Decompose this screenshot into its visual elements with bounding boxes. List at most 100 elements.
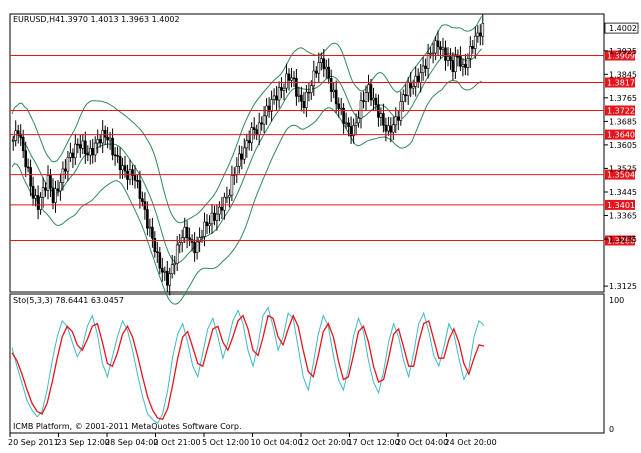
candle-body <box>404 94 408 97</box>
band-lower-line <box>11 79 482 305</box>
stoch-tick-100: 100 <box>609 296 624 305</box>
candle-body <box>225 196 229 199</box>
candle-body <box>220 206 224 211</box>
candle-body <box>478 32 482 37</box>
candle-body <box>461 64 465 67</box>
level-label-bg <box>605 199 635 210</box>
candle-body <box>332 89 336 92</box>
level-label-bg <box>605 50 635 61</box>
symbol-label: EURUSD,H4 <box>13 15 60 24</box>
candle-body <box>34 195 37 199</box>
price-tick-label: 1.3925 <box>609 47 637 56</box>
candle-body <box>416 75 420 83</box>
candle-body <box>91 148 94 156</box>
candle-body <box>426 53 430 69</box>
candle-body <box>250 127 253 144</box>
candle-body <box>334 89 338 105</box>
stoch-signal-line <box>11 313 485 421</box>
candle-body <box>387 125 390 132</box>
candle-body <box>374 97 378 105</box>
level-label: 1.3504 <box>607 171 635 180</box>
candle-body <box>103 130 107 138</box>
candlesticks <box>11 14 485 296</box>
stoch-label: Sto(5,3,3) 78.6441 63.0457 <box>13 296 124 305</box>
candle-body <box>414 75 418 87</box>
candle-body <box>419 72 423 83</box>
candle-body <box>230 175 234 196</box>
candle-body <box>39 197 42 210</box>
candle-body <box>295 78 298 97</box>
price-tick-label: 1.3685 <box>609 117 637 126</box>
candle-body <box>372 97 375 101</box>
candle-body <box>389 125 393 133</box>
price-axis: 1.4002 1.3925 1.3845 1.3765 1.3685 1.3605 1.35… <box>604 22 639 291</box>
candle-body <box>342 107 345 124</box>
candle-body <box>275 95 278 101</box>
candle-body <box>252 127 256 130</box>
candle-body <box>287 73 291 81</box>
candle-body <box>198 237 201 243</box>
level-label-bg <box>605 129 635 140</box>
candle-body <box>391 124 395 133</box>
candle-body <box>116 155 119 157</box>
candle-body <box>175 244 179 264</box>
candle-body <box>79 144 82 149</box>
candle-body <box>64 168 67 172</box>
candle-body <box>367 84 370 93</box>
candle-body <box>106 136 109 141</box>
candle-body <box>93 142 97 156</box>
candle-body <box>322 58 326 70</box>
candle-body <box>243 147 246 160</box>
candle-body <box>173 263 176 266</box>
candle-body <box>121 165 124 171</box>
candle-body <box>327 66 331 79</box>
candle-body <box>349 126 353 137</box>
candle-body <box>71 152 75 159</box>
candle-body <box>188 237 191 240</box>
horizontal-levels[interactable]: 1.3909 1.3817 1.3722 1.3640 1.3504 1.3401 1.32… <box>10 50 635 246</box>
candle-body <box>16 130 20 135</box>
time-tick-label: 20 Oct 04:00 <box>396 438 448 447</box>
candle-body <box>314 70 318 74</box>
candle-body <box>434 40 437 54</box>
candle-body <box>429 52 432 55</box>
level-label: 1.3401 <box>607 201 635 210</box>
candle-body <box>146 209 149 229</box>
candle-body <box>51 187 55 203</box>
candle-body <box>123 165 127 172</box>
candle-body <box>143 201 147 210</box>
candle-body <box>476 32 480 37</box>
candle-body <box>344 122 348 125</box>
candle-body <box>300 94 303 102</box>
candle-body <box>431 52 435 55</box>
main-panel-frame <box>9 13 605 293</box>
candle-body <box>24 150 28 168</box>
candle-body <box>379 113 383 118</box>
candle-body <box>76 143 80 146</box>
candle-body <box>223 196 226 211</box>
price-tick-label: 1.3285 <box>609 235 637 244</box>
price-tick-label: 1.3125 <box>609 282 637 291</box>
candle-body <box>151 226 154 239</box>
price-tick-label: 1.3365 <box>609 212 637 221</box>
candle-body <box>319 58 323 64</box>
candle-body <box>185 227 189 239</box>
stochastic-lines <box>11 306 485 425</box>
candle-body <box>347 122 350 127</box>
candle-body <box>210 212 214 225</box>
candle-body <box>238 153 241 167</box>
candle-body <box>69 152 72 158</box>
time-tick-label: 2 Oct 21:00 <box>154 438 201 447</box>
current-price-box <box>604 22 639 34</box>
candle-body <box>215 213 219 221</box>
candle-body <box>406 81 410 96</box>
candle-body <box>158 252 162 269</box>
candle-body <box>101 130 104 144</box>
price-tick-label: 1.4002 <box>609 24 637 33</box>
candle-body <box>183 227 186 238</box>
candle-body <box>481 22 485 37</box>
candle-body <box>153 238 157 253</box>
candle-body <box>81 140 85 149</box>
